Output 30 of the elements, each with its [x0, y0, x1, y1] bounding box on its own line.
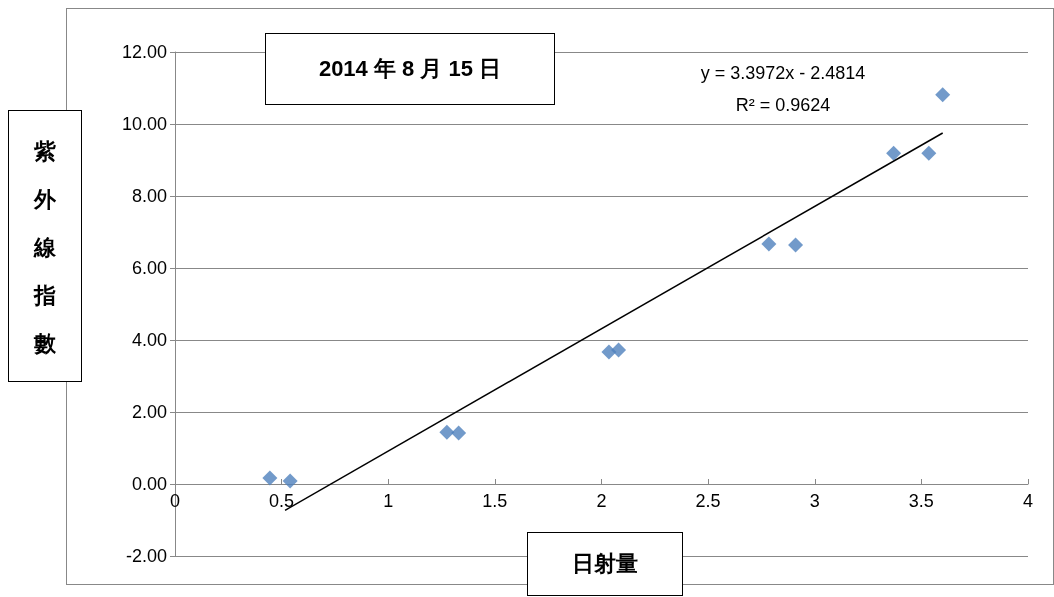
- point: [451, 425, 467, 441]
- y-tick-label: 8.00: [131, 186, 167, 206]
- y-tick-label: 0.00: [131, 474, 167, 494]
- x-tick-label: 2: [596, 491, 607, 511]
- y-tick-label: 6.00: [131, 258, 167, 278]
- point: [921, 145, 937, 161]
- point: [611, 342, 627, 358]
- point: [282, 473, 298, 489]
- annotation: y = 3.3972x - 2.4814: [699, 63, 867, 84]
- x-tick-label: 3: [809, 491, 820, 511]
- x-tick-label: 0: [169, 491, 181, 511]
- y-tick-label: -2.00: [125, 546, 167, 566]
- x-tick-label: 2.5: [695, 491, 721, 511]
- point: [788, 237, 804, 253]
- y-tick-label: 4.00: [131, 330, 167, 350]
- point: [886, 145, 902, 161]
- point: [935, 87, 951, 103]
- y-tick-label: 2.00: [131, 402, 167, 422]
- y-tick-label: 12.00: [121, 42, 167, 62]
- x-tick-label: 0.5: [269, 491, 295, 511]
- x-tick-label: 1.5: [482, 491, 508, 511]
- point: [262, 470, 278, 486]
- y-axis-title: 紫外線指數: [33, 138, 57, 358]
- x-tick-label: 3.5: [908, 491, 934, 511]
- x-tick-label: 1: [383, 491, 394, 511]
- annotation: R² = 0.9624: [734, 95, 832, 116]
- point: [439, 424, 455, 440]
- x-tick-label: 4: [1022, 491, 1034, 511]
- point: [761, 236, 777, 252]
- y-tick-label: 10.00: [121, 114, 167, 134]
